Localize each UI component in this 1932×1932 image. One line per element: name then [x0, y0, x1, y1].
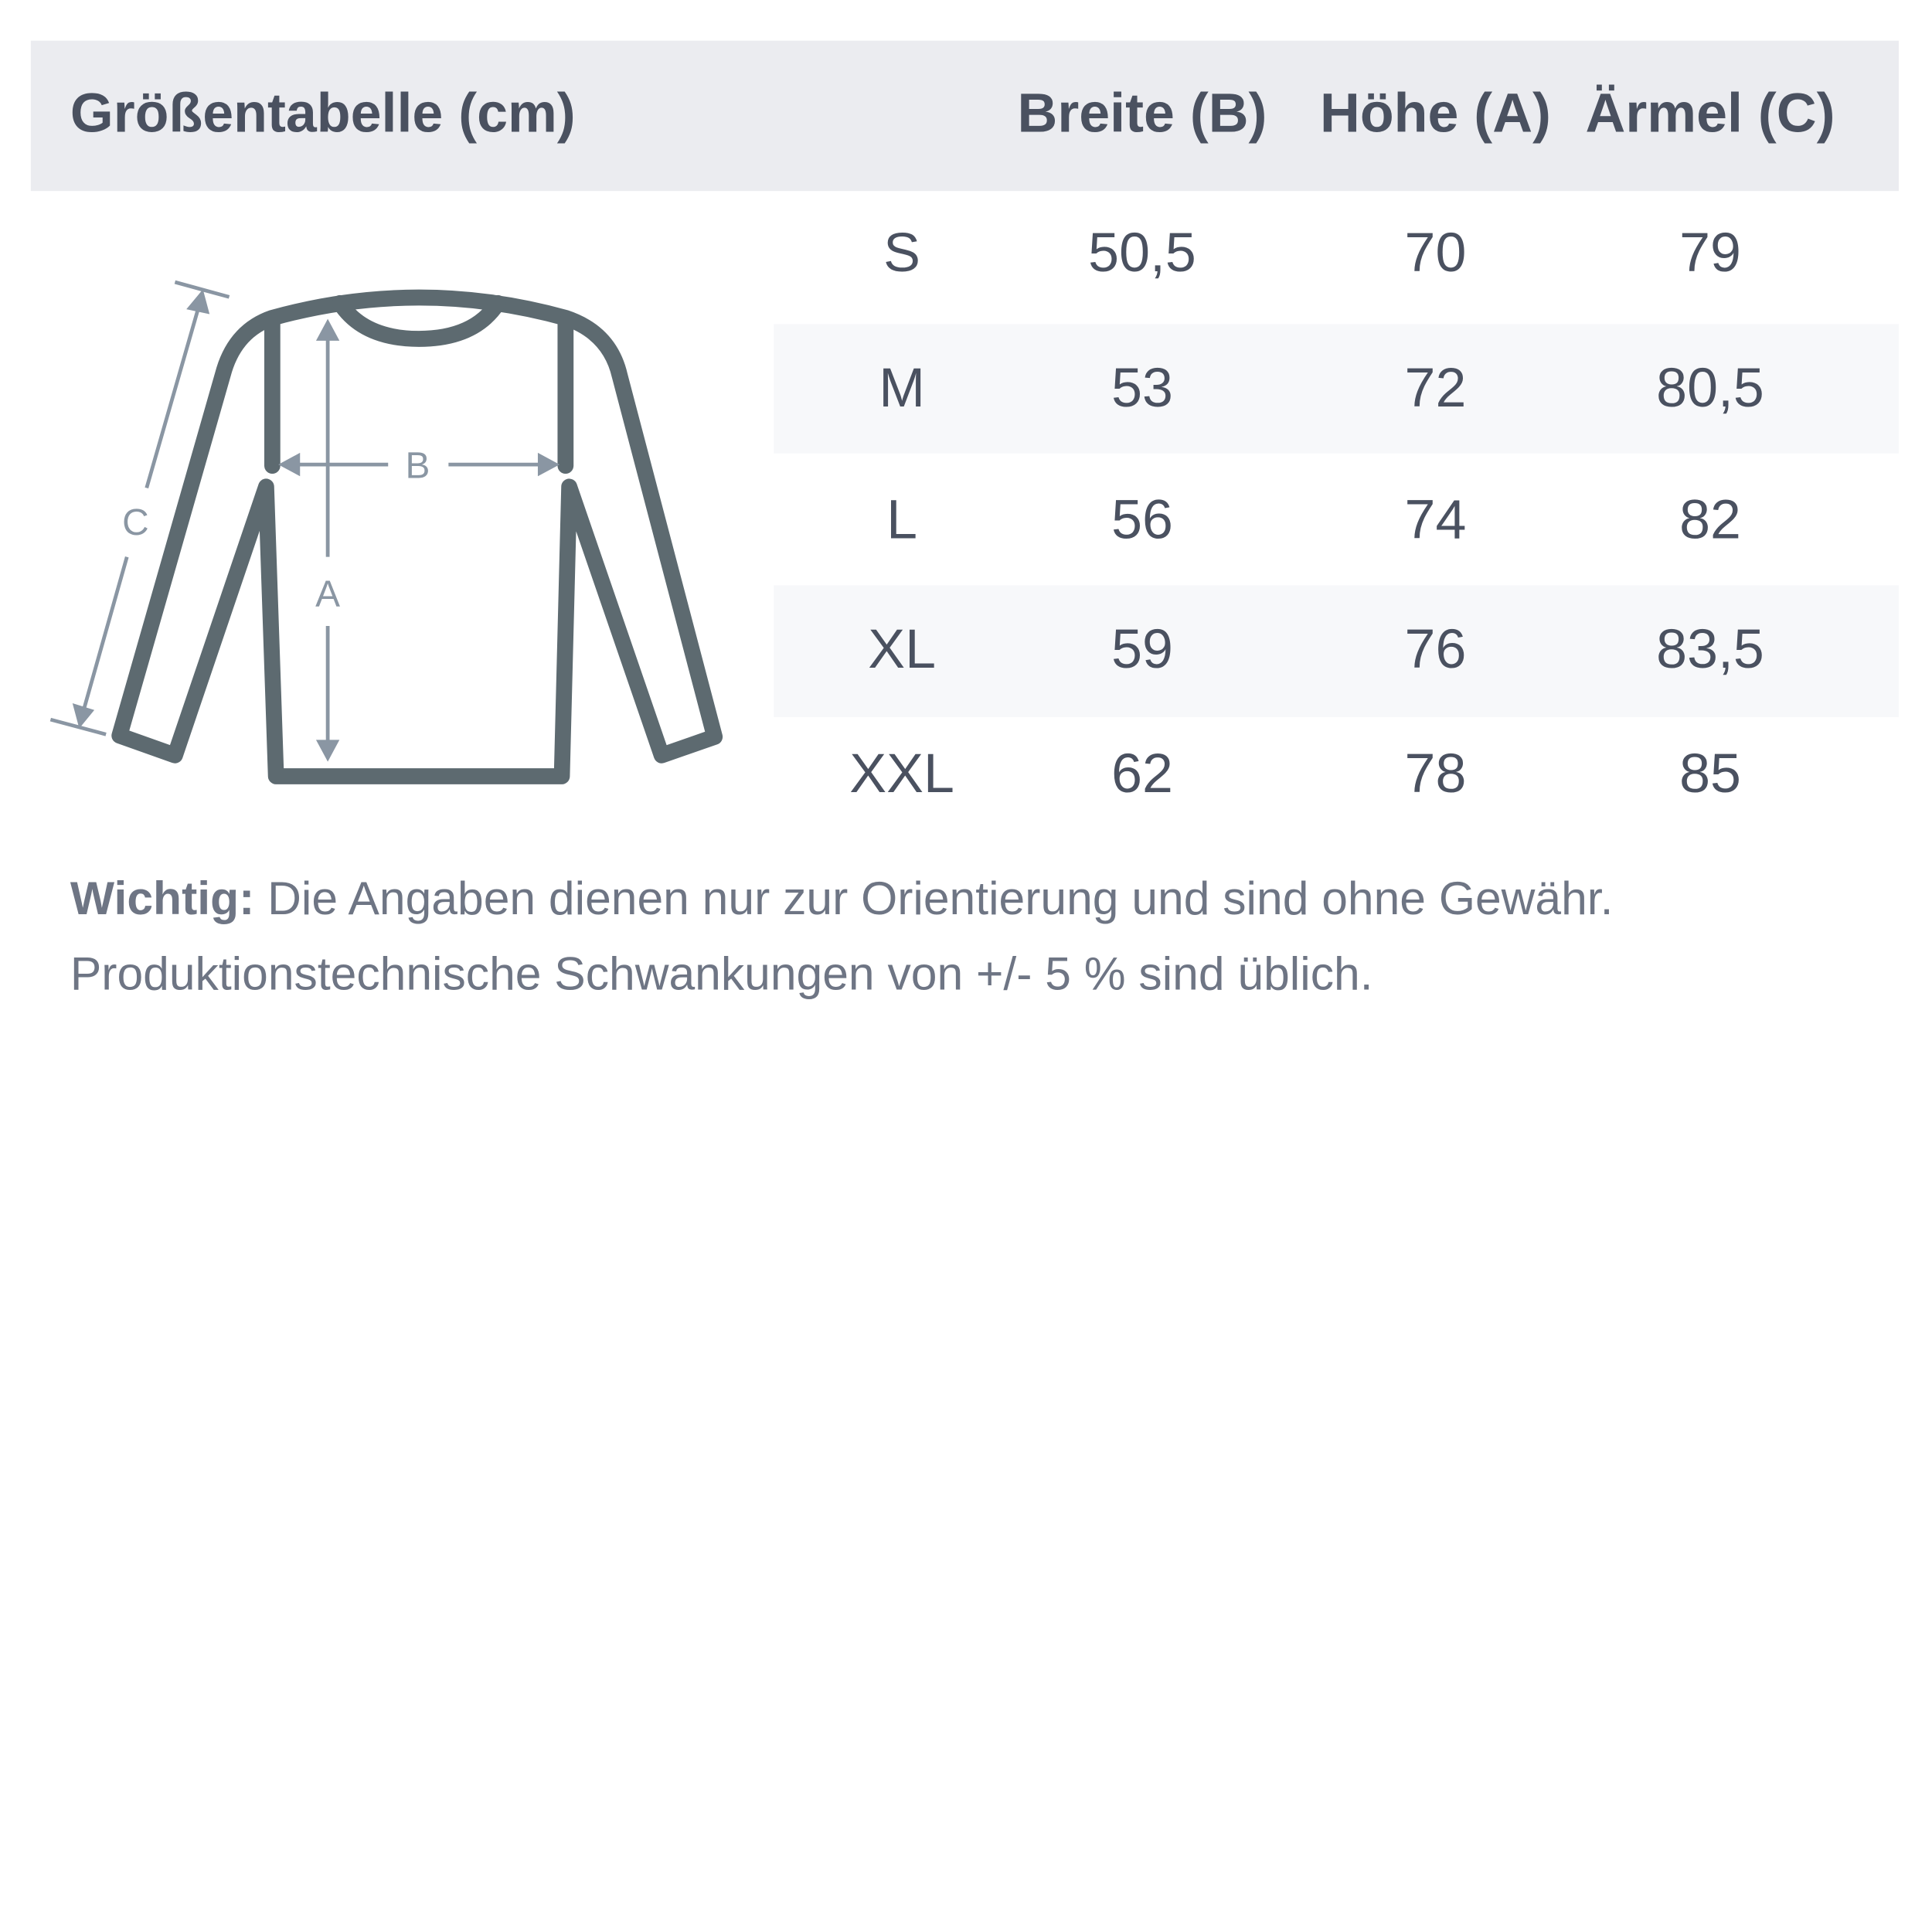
cell-breite: 50,5 [1088, 220, 1196, 284]
cell-breite: 62 [1111, 741, 1173, 805]
note-line-2: Produktionstechnische Schwankungen von +… [70, 948, 1373, 1001]
column-header-hoehe: Höhe (A) [1320, 81, 1551, 145]
note-line-1: Wichtig: Die Angaben dienen nur zur Orie… [70, 873, 1614, 927]
cell-aermel: 85 [1679, 741, 1741, 805]
cell-hoehe: 76 [1404, 617, 1467, 681]
measure-label-a: A [315, 573, 340, 614]
chart-title: Größentabelle (cm) [70, 81, 576, 145]
row-stripe [774, 585, 1899, 717]
cell-aermel: 80,5 [1656, 355, 1764, 420]
cell-aermel: 83,5 [1656, 617, 1764, 681]
cell-aermel: 82 [1679, 488, 1741, 551]
cell-breite: 59 [1111, 617, 1173, 681]
measure-label-c: C [122, 502, 149, 543]
cell-breite: 56 [1111, 488, 1173, 551]
size-label: L [886, 488, 918, 551]
cell-hoehe: 74 [1404, 488, 1467, 551]
cell-hoehe: 78 [1404, 741, 1467, 805]
measure-label-b: B [406, 446, 430, 487]
size-label: XL [868, 617, 936, 681]
cell-breite: 53 [1111, 355, 1173, 420]
cell-hoehe: 70 [1404, 220, 1467, 284]
note-text-1: Die Angaben dienen nur zur Orientierung … [254, 873, 1614, 926]
size-label: XXL [849, 741, 954, 805]
table-header-band [30, 40, 1899, 192]
cell-hoehe: 72 [1404, 355, 1467, 420]
cell-aermel: 79 [1679, 220, 1741, 284]
column-header-aermel: Ärmel (C) [1585, 81, 1835, 145]
sweater-outline-icon: B A C [49, 280, 723, 784]
note-bold: Wichtig: [70, 873, 255, 926]
column-header-breite: Breite (B) [1017, 81, 1267, 145]
row-stripe [774, 324, 1899, 454]
size-label: S [883, 220, 921, 284]
size-label: M [879, 355, 925, 420]
